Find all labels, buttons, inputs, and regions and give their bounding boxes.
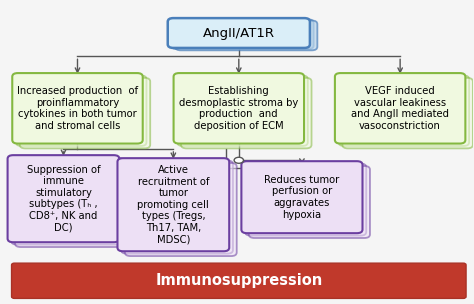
FancyBboxPatch shape: [172, 19, 314, 49]
Text: Increased production  of
proinflammatory
cytokines in both tumor
and stromal cel: Increased production of proinflammatory …: [17, 86, 138, 131]
Text: Suppression of
immune
stimulatory
subtypes (Tₕ ,
CD8⁺, NK and
DC): Suppression of immune stimulatory subtyp…: [27, 165, 100, 233]
FancyBboxPatch shape: [241, 161, 363, 233]
FancyBboxPatch shape: [335, 73, 465, 143]
FancyBboxPatch shape: [15, 160, 127, 247]
Text: AngII/AT1R: AngII/AT1R: [203, 26, 275, 40]
FancyBboxPatch shape: [11, 263, 466, 299]
FancyBboxPatch shape: [249, 166, 370, 238]
FancyBboxPatch shape: [11, 157, 123, 245]
Text: VEGF induced
vascular leakiness
and AngII mediated
vasoconstriction: VEGF induced vascular leakiness and AngI…: [351, 86, 449, 131]
FancyBboxPatch shape: [342, 78, 473, 148]
FancyBboxPatch shape: [125, 163, 237, 256]
FancyBboxPatch shape: [121, 161, 233, 254]
Text: Reduces tumor
perfusion or
aggravates
hypoxia: Reduces tumor perfusion or aggravates hy…: [264, 175, 339, 219]
Text: Establishing
desmoplastic stroma by
production  and
deposition of ECM: Establishing desmoplastic stroma by prod…: [179, 86, 299, 131]
Text: Immunosuppression: Immunosuppression: [155, 273, 322, 288]
FancyBboxPatch shape: [168, 18, 310, 48]
FancyBboxPatch shape: [20, 78, 150, 148]
FancyBboxPatch shape: [181, 78, 311, 148]
Text: Active
recruitment of
tumor
promoting cell
types (Tregs,
Th17, TAM,
MDSC): Active recruitment of tumor promoting ce…: [137, 165, 209, 244]
FancyBboxPatch shape: [245, 164, 366, 236]
FancyBboxPatch shape: [338, 75, 469, 146]
FancyBboxPatch shape: [16, 75, 146, 146]
FancyBboxPatch shape: [175, 20, 318, 50]
Circle shape: [234, 157, 244, 163]
FancyBboxPatch shape: [177, 75, 308, 146]
FancyBboxPatch shape: [12, 73, 143, 143]
FancyBboxPatch shape: [118, 158, 229, 251]
FancyBboxPatch shape: [173, 73, 304, 143]
FancyBboxPatch shape: [8, 155, 119, 242]
